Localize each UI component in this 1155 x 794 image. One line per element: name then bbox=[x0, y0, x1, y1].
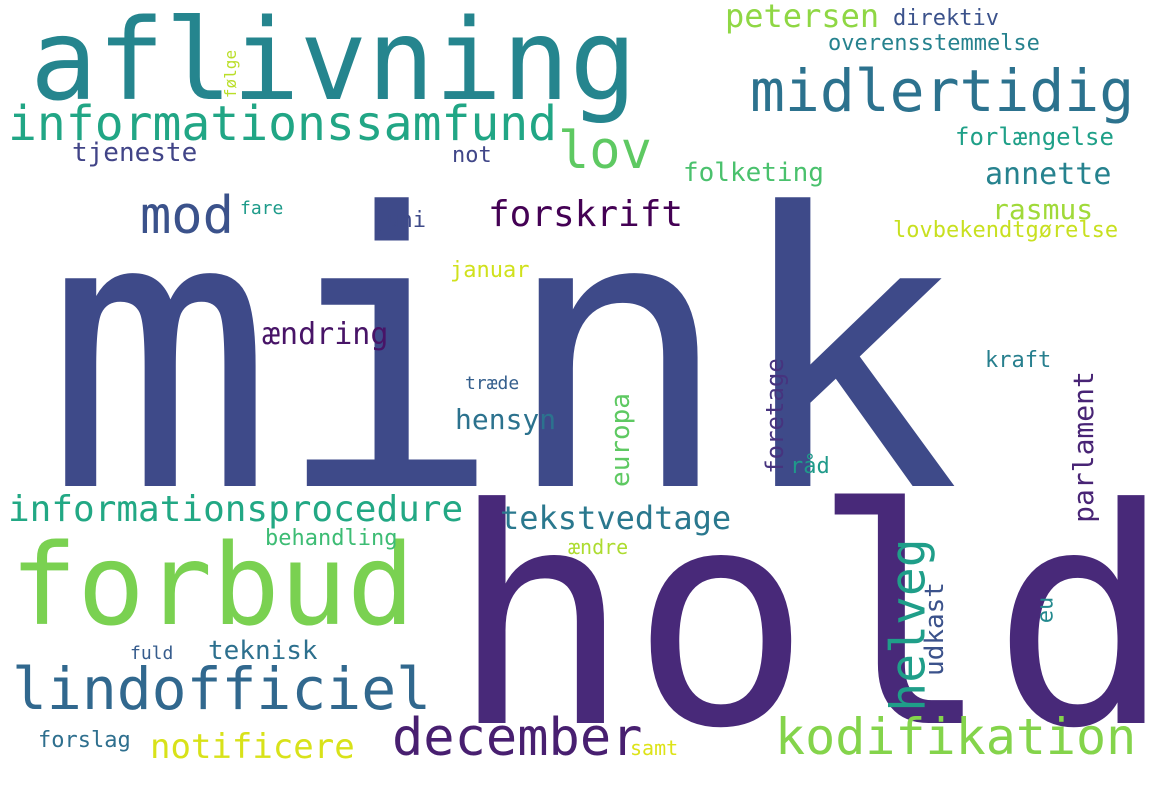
word-overensstemmelse: overensstemmelse bbox=[828, 31, 1040, 56]
word-januar: januar bbox=[450, 258, 530, 283]
word-hold: hold bbox=[450, 445, 1155, 794]
word-parlament: parlament bbox=[1067, 371, 1100, 523]
word-aendring: ændring bbox=[262, 317, 389, 352]
word-forskrift: forskrift bbox=[488, 194, 684, 235]
word-eu: eu bbox=[1033, 597, 1058, 624]
word-direktiv: direktiv bbox=[893, 6, 999, 31]
word-midlertidig: midlertidig bbox=[750, 57, 1135, 125]
word-forbud: forbud bbox=[10, 521, 415, 651]
word-raad: råd bbox=[790, 454, 830, 479]
word-notificere: notificere bbox=[150, 727, 355, 767]
word-cloud: mink hold aflivning forbud midlertidig i… bbox=[8, 0, 1155, 794]
word-annette: annette bbox=[985, 157, 1112, 192]
word-aflivning: aflivning bbox=[30, 0, 637, 126]
word-mod: mod bbox=[140, 186, 234, 246]
word-foretage: foretage bbox=[761, 358, 789, 474]
word-foelge: følge bbox=[220, 49, 240, 99]
word-tekstvedtage: tekstvedtage bbox=[500, 499, 732, 537]
word-juni: juni bbox=[373, 208, 426, 233]
word-not: not bbox=[452, 143, 492, 168]
word-informationsprocedure: informationsprocedure bbox=[8, 489, 464, 530]
word-fare: fare bbox=[240, 198, 284, 219]
word-teknisk: teknisk bbox=[208, 636, 318, 666]
word-kodifikation: kodifikation bbox=[775, 708, 1137, 766]
word-december: december bbox=[392, 708, 643, 768]
word-lindofficiel: lindofficiel bbox=[12, 655, 432, 723]
word-fuld: fuld bbox=[130, 643, 174, 664]
word-samt: samt bbox=[630, 736, 679, 760]
word-aendre: ændre bbox=[568, 535, 629, 559]
word-behandling: behandling bbox=[265, 526, 398, 551]
word-kraft: kraft bbox=[985, 348, 1052, 373]
word-informationssamfund: informationssamfund bbox=[8, 96, 558, 152]
word-rasmus: rasmus bbox=[992, 193, 1094, 226]
word-lov: lov bbox=[558, 121, 652, 181]
word-traede: træde bbox=[465, 373, 520, 394]
word-europa: europa bbox=[605, 392, 636, 487]
word-folketing: folketing bbox=[683, 158, 824, 188]
word-mink: mink bbox=[45, 133, 961, 576]
word-udkast: udkast bbox=[919, 581, 950, 676]
word-lovbekendtgoerelse: lovbekendtgørelse bbox=[893, 218, 1119, 243]
word-forlaengelse: forlængelse bbox=[955, 123, 1114, 151]
word-tjeneste: tjeneste bbox=[72, 138, 198, 168]
word-hensyn: hensyn bbox=[455, 403, 557, 436]
word-petersen: petersen bbox=[725, 0, 880, 35]
word-forslag: forslag bbox=[38, 728, 131, 753]
